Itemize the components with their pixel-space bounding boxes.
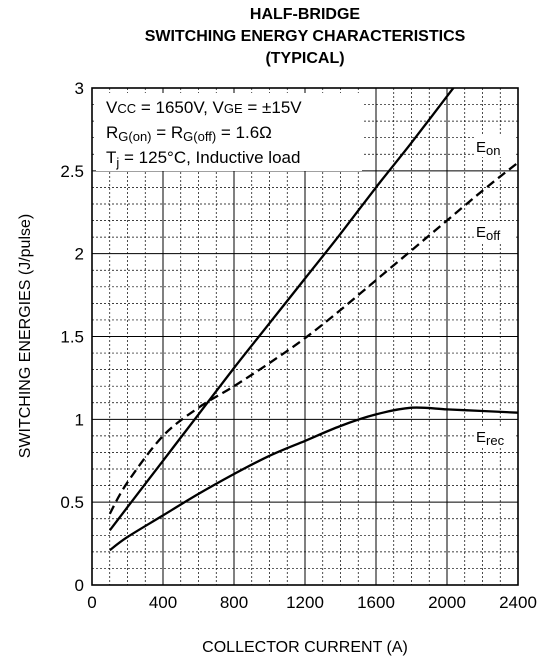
eon-series-line — [108, 88, 455, 531]
x-tick-label: 2000 — [428, 593, 466, 612]
x-tick-label: 400 — [149, 593, 177, 612]
y-tick-label: 0.5 — [60, 493, 84, 512]
title-line: HALF-BRIDGE — [250, 6, 361, 23]
x-tick-label: 0 — [87, 593, 96, 612]
conditions-background — [96, 93, 362, 171]
y-tick-label: 3 — [75, 79, 84, 98]
y-tick-label: 2.5 — [60, 162, 84, 181]
title-line: SWITCHING ENERGY CHARACTERISTICS — [145, 28, 466, 45]
condition-line-1: VCC = 1650V, VGE = ±15V — [106, 98, 302, 117]
chart-title: HALF-BRIDGE SWITCHING ENERGY CHARACTERIST… — [145, 6, 466, 67]
title-line: (TYPICAL) — [265, 50, 344, 67]
y-tick-label: 1 — [75, 410, 84, 429]
tick-labels: 0 400 800 1200 1600 2000 2400 0 0.5 1 1.5 2 2.5 3 — [60, 79, 537, 612]
y-tick-label: 1.5 — [60, 328, 84, 347]
condition-line-3: Tj = 125°C, Inductive load — [106, 148, 300, 170]
x-tick-label: 2400 — [499, 593, 537, 612]
series-labels: Eon Eoff Erec — [474, 136, 514, 448]
plot-border — [91, 87, 519, 586]
conditions-box: VCC = 1650V, VGE = ±15V RG(on) = RG(off) … — [96, 93, 362, 171]
y-axis-label: SWITCHING ENERGIES (J/pulse) — [17, 214, 34, 458]
x-tick-label: 1200 — [286, 593, 324, 612]
plot-frame — [91, 87, 519, 586]
series-lines — [108, 88, 518, 552]
grid — [92, 88, 518, 585]
condition-line-2: RG(on) = RG(off) = 1.6Ω — [106, 123, 272, 144]
x-tick-label: 800 — [220, 593, 248, 612]
eon-label: Eon — [476, 139, 500, 158]
eoff-label: Eoff — [476, 224, 501, 243]
erec-series-line — [109, 406, 518, 552]
eoff-series-line — [108, 161, 518, 515]
axis-labels: COLLECTOR CURRENT (A) SWITCHING ENERGIES … — [17, 214, 408, 656]
erec-label: Erec — [476, 429, 505, 448]
y-tick-label: 2 — [75, 245, 84, 264]
x-axis-label: COLLECTOR CURRENT (A) — [202, 639, 408, 656]
y-tick-label: 0 — [75, 576, 84, 595]
x-tick-label: 1600 — [357, 593, 395, 612]
